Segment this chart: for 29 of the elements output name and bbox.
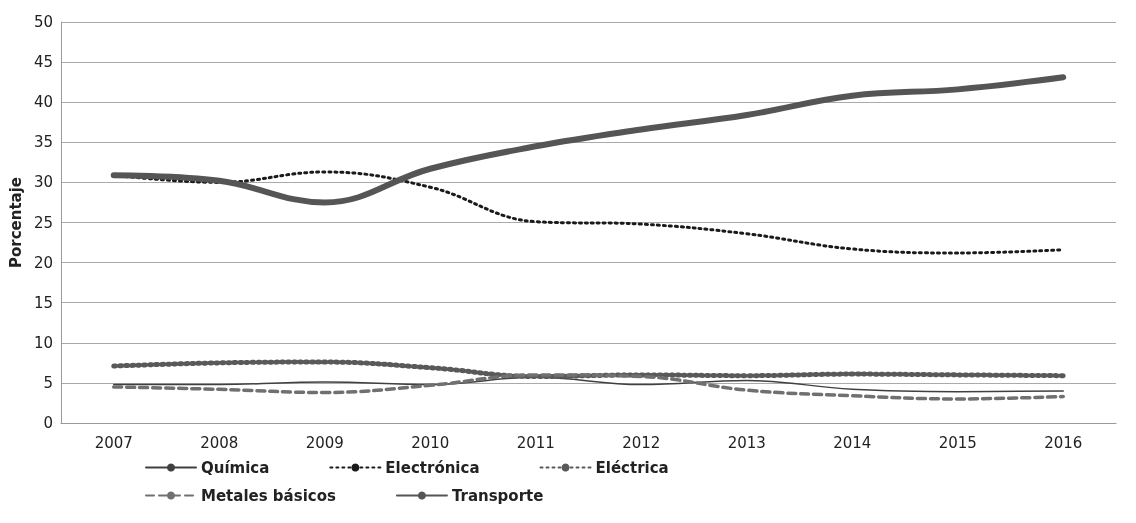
legend-label: Transporte bbox=[451, 486, 544, 505]
x-tick-label: 2014 bbox=[833, 433, 872, 452]
x-tick-label: 2010 bbox=[411, 433, 450, 452]
x-tick-label: 2013 bbox=[727, 433, 766, 452]
x-tick-label: 2011 bbox=[516, 433, 555, 452]
y-tick-label: 50 bbox=[33, 13, 53, 31]
x-tick-label: 2009 bbox=[305, 433, 344, 452]
y-tick-label: 0 bbox=[43, 414, 53, 432]
legend-label: Eléctrica bbox=[595, 458, 669, 477]
x-tick-label: 2007 bbox=[94, 433, 133, 452]
y-tick-label: 25 bbox=[33, 213, 53, 232]
x-tick-label: 2012 bbox=[622, 433, 661, 452]
y-tick-label: 5 bbox=[43, 373, 53, 392]
y-tick-label: 20 bbox=[33, 253, 53, 272]
x-tick-label: 2015 bbox=[938, 433, 977, 452]
legend-label: Electrónica bbox=[385, 458, 480, 477]
y-tick-label: 10 bbox=[33, 333, 53, 352]
x-tick-label: 2016 bbox=[1044, 433, 1083, 452]
y-tick-label: 45 bbox=[33, 53, 53, 72]
legend-label: Metales básicos bbox=[201, 486, 336, 505]
line-series bbox=[112, 373, 1065, 401]
line-series bbox=[113, 376, 1064, 393]
y-tick-label: 40 bbox=[33, 93, 53, 112]
y-tick-label: 35 bbox=[33, 133, 53, 152]
x-tick-label: 2008 bbox=[200, 433, 239, 452]
legend-label: Química bbox=[201, 458, 270, 477]
y-axis-title: Porcentaje bbox=[6, 176, 25, 269]
y-tick-label: 15 bbox=[33, 293, 53, 312]
y-tick-label: 30 bbox=[33, 173, 53, 192]
